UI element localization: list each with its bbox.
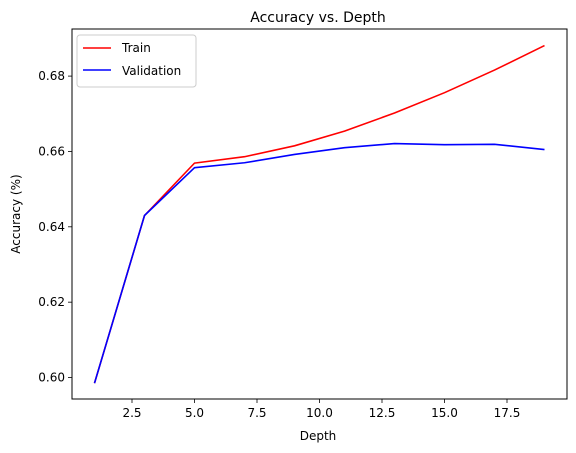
plot-frame (71, 28, 568, 400)
y-tick-label: 0.68 (38, 69, 65, 83)
x-tick-label: 12.5 (369, 406, 396, 420)
y-tick-label: 0.66 (38, 144, 65, 158)
legend-label-validation: Validation (122, 64, 181, 78)
x-tick-label: 7.5 (247, 406, 266, 420)
x-tick-label: 17.5 (494, 406, 521, 420)
x-axis-label: Depth (300, 429, 337, 443)
legend-label-train: Train (121, 41, 151, 55)
chart-title: Accuracy vs. Depth (250, 10, 386, 26)
legend: Train Validation (76, 34, 197, 88)
y-tick-label: 0.62 (38, 295, 65, 309)
series-lines (93, 44, 545, 384)
x-tick-label: 2.5 (122, 406, 141, 420)
y-tick-label: 0.60 (38, 371, 65, 385)
x-tick-label: 10.0 (306, 406, 333, 420)
series-line-validation (93, 142, 545, 384)
y-tick-label: 0.64 (38, 220, 65, 234)
y-axis-ticks: 0.60 0.62 0.64 0.66 0.68 (38, 69, 72, 385)
x-tick-label: 5.0 (185, 406, 204, 420)
x-axis-ticks: 2.5 5.0 7.5 10.0 12.5 15.0 17.5 (122, 399, 520, 420)
x-tick-label: 15.0 (431, 406, 458, 420)
series-line-train (93, 44, 545, 384)
y-axis-label: Accuracy (%) (9, 174, 23, 253)
